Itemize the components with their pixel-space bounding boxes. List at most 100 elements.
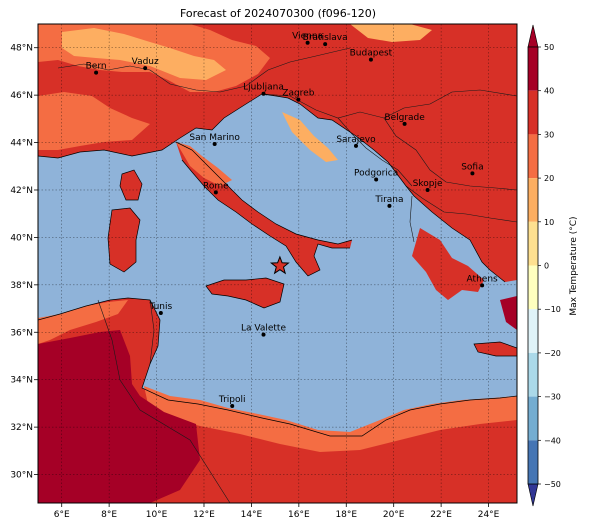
city-label: Tirana (374, 195, 403, 205)
city-dot (261, 332, 266, 337)
city-dot (470, 171, 475, 176)
city-dot (158, 311, 163, 316)
latitude-ticks: 30°N 32°N 34°N 36°N 38°N 40°N 42°N 44°N 46°N 48°N (10, 44, 38, 481)
city-label: Skopje (413, 179, 443, 189)
city-dot (296, 97, 301, 102)
colorbar-segment (528, 90, 538, 135)
colorbar-extend-low (527, 483, 539, 507)
lat-tick-label: 30°N (10, 471, 33, 481)
city-dot (353, 143, 358, 148)
colorbar-tick-label: −10 (544, 305, 561, 314)
colorbar-tick-label: −30 (544, 393, 561, 402)
forecast-point-marker (269, 255, 290, 275)
cool-band-dinaric (282, 112, 338, 162)
colorbar-tick-label: 0 (544, 262, 549, 271)
colorbar-segment (528, 47, 538, 91)
city-dot (425, 187, 430, 192)
colorbar-tick-label: 30 (544, 130, 554, 139)
colorbar-extend-high (527, 24, 539, 48)
lon-tick-label: 16°E (288, 510, 310, 520)
hot-band-anatolia (500, 296, 517, 330)
cool-band-tatra (350, 24, 432, 42)
lon-tick-label: 18°E (335, 510, 357, 520)
colorbar-segment (528, 396, 538, 441)
city-label: San Marino (189, 133, 240, 143)
colorbar-segment (528, 221, 538, 266)
colorbar-tick-label: 40 (544, 87, 554, 96)
city-dot (213, 190, 218, 195)
colorbar: 50 40 30 20 10 0 −10 −20 −30 −40 −50 (527, 24, 561, 507)
colorbar-segment (528, 178, 538, 222)
colorbar-tick-label: 20 (544, 174, 554, 183)
city-label: Tripoli (218, 395, 246, 405)
city-label: Bratislava (303, 33, 348, 43)
corsica-land (120, 170, 142, 200)
city-label: Tunis (148, 302, 172, 312)
sardinia-land (108, 208, 140, 272)
lat-tick-label: 34°N (10, 376, 33, 386)
city-dot (261, 91, 266, 96)
city-label: Sarajevo (336, 135, 376, 145)
city-dot (94, 70, 99, 75)
city-label: Ljubljana (243, 83, 284, 93)
city-label: Podgorica (354, 169, 398, 179)
colorbar-tick-label: −40 (544, 436, 561, 445)
country-borders (57, 47, 517, 503)
lon-tick-label: 10°E (146, 510, 168, 520)
warm-band-west (38, 92, 150, 150)
city-dot (305, 40, 310, 45)
city-dot (143, 66, 148, 71)
map-frame (37, 23, 518, 504)
city-label: Sofia (461, 162, 483, 172)
lon-tick-label: 24°E (478, 510, 500, 520)
lat-tick-label: 46°N (10, 91, 33, 101)
warm-band-libya (144, 386, 517, 452)
colorbar-tick-label: 10 (544, 218, 554, 227)
graticule-grid (38, 24, 517, 503)
colorbar-label: Max Temperature (°C) (569, 216, 579, 315)
warm-band-coast-africa (38, 300, 128, 344)
hot-band-africa (38, 330, 200, 503)
city-label: Rome (203, 181, 229, 191)
star-marker (269, 255, 290, 275)
city-dot (480, 283, 485, 288)
city-label: Athens (467, 274, 498, 284)
lat-tick-label: 40°N (10, 233, 33, 243)
coastlines (38, 93, 517, 437)
city-label: Zagreb (282, 89, 314, 99)
lon-tick-label: 22°E (430, 510, 452, 520)
city-dot (368, 57, 373, 62)
city-label: Belgrade (384, 113, 425, 123)
colorbar-segment (528, 352, 538, 397)
city-dot (374, 177, 379, 182)
lon-tick-label: 12°E (193, 510, 215, 520)
europe-land (38, 24, 517, 282)
lat-tick-label: 36°N (10, 328, 33, 338)
lat-tick-label: 38°N (10, 281, 33, 291)
lat-tick-label: 48°N (10, 44, 33, 54)
colorbar-segment (528, 134, 538, 179)
lat-tick-label: 44°N (10, 139, 33, 149)
city-label: Budapest (350, 49, 393, 59)
colorbar-tick-label: −20 (544, 349, 561, 358)
city-label: Vienna (292, 32, 323, 42)
lat-tick-label: 32°N (10, 423, 33, 433)
lon-tick-label: 14°E (241, 510, 263, 520)
city-label: Vaduz (132, 57, 159, 67)
lon-tick-label: 6°E (54, 510, 70, 520)
city-label: Bern (86, 62, 107, 72)
crete-land (474, 342, 517, 356)
italy-land (176, 142, 352, 276)
city-label: La Valette (241, 324, 286, 334)
lon-tick-label: 20°E (383, 510, 405, 520)
colorbar-segment (528, 440, 538, 484)
colorbar-segment (528, 309, 538, 353)
cool-band-alps (62, 28, 226, 80)
city-dot (402, 121, 407, 126)
city-dot (323, 42, 328, 47)
city-dot (212, 141, 217, 146)
greece-land (412, 228, 484, 300)
colorbar-segment (528, 265, 538, 310)
